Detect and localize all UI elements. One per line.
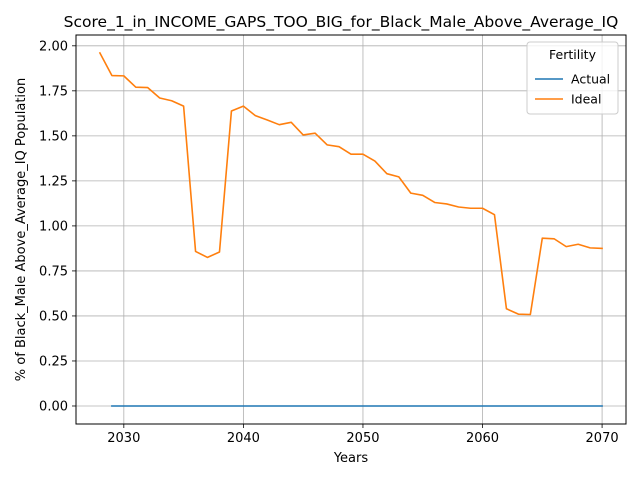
y-axis-label: % of Black_Male Above_Average_IQ Populat… [14, 78, 29, 381]
series-layer [98, 51, 603, 407]
x-tick-label: 2030 [107, 431, 140, 446]
x-tick-label: 2040 [227, 431, 260, 446]
y-tick-label: 0.50 [39, 309, 68, 324]
x-axis: 2030 2040 2050 2060 2070 [107, 424, 619, 446]
legend: Fertility Actual Ideal [526, 41, 619, 115]
plot-frame [75, 34, 627, 425]
x-tick-label: 2070 [586, 431, 619, 446]
legend-label-actual: Actual [571, 72, 610, 87]
y-tick-label: 0.75 [39, 264, 68, 279]
x-tick-label: 2050 [346, 431, 379, 446]
x-axis-label: Years [333, 451, 369, 466]
series-line-ideal [98, 51, 603, 316]
y-tick-label: 1.00 [39, 219, 68, 234]
grid-lines [76, 35, 626, 424]
legend-items: Actual Ideal [535, 72, 610, 107]
legend-label-ideal: Ideal [571, 92, 601, 107]
y-tick-label: 0.00 [39, 399, 68, 414]
legend-box [526, 41, 619, 115]
x-tick-label: 2060 [466, 431, 499, 446]
y-tick-label: 1.50 [39, 129, 68, 144]
chart-title: Score_1_in_INCOME_GAPS_TOO_BIG_for_Black… [64, 13, 619, 32]
y-tick-label: 0.25 [39, 354, 68, 369]
y-tick-label: 1.75 [39, 84, 68, 99]
legend-title: Fertility [549, 47, 597, 62]
y-tick-label: 2.00 [39, 39, 68, 54]
y-axis: 0.00 0.25 0.50 0.75 1.00 1.25 1.50 1.75 2.00 [39, 39, 76, 414]
y-tick-label: 1.25 [39, 174, 68, 189]
